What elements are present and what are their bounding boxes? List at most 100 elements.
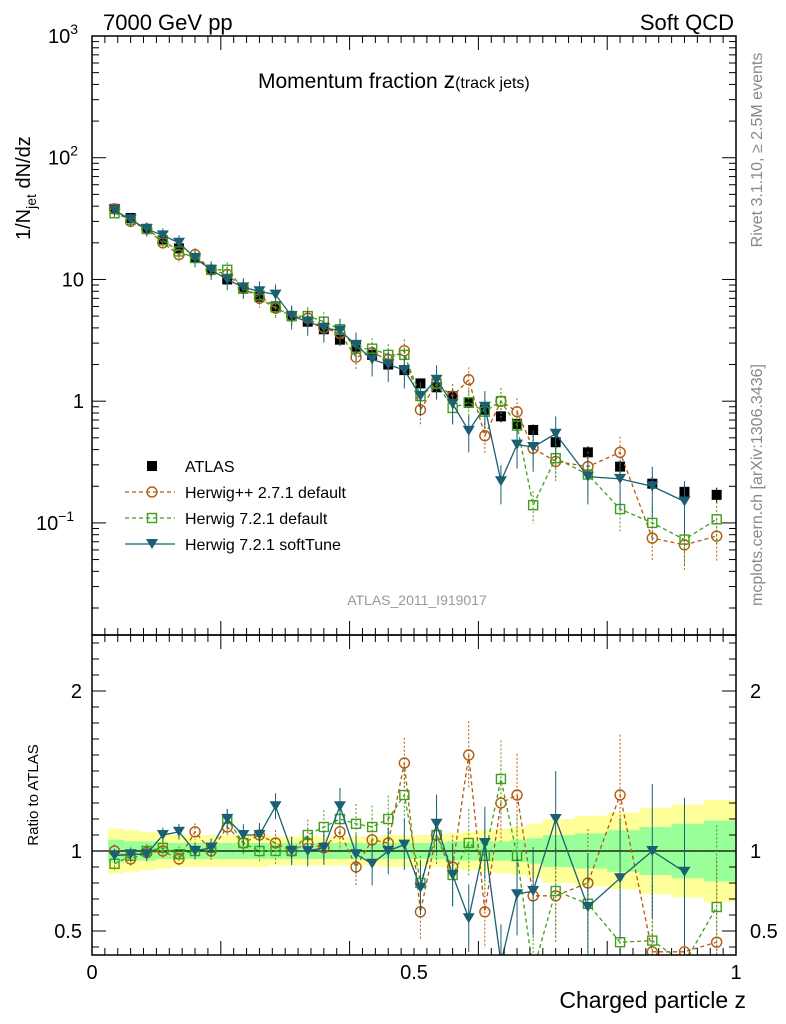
data-point [463,374,475,386]
data-point [646,481,659,492]
ratio-point [189,846,202,856]
ratio-point [529,967,538,976]
data-point [333,325,346,336]
ratio-point [614,789,626,801]
ratio-y-tick-label: 0.5 [54,921,82,943]
data-point [527,499,539,511]
legend-marker [147,461,157,471]
ratio-point [156,830,169,840]
legend: ATLAS Herwig++ 2.7.1 default Herwig 7.2.1 … [125,459,347,554]
ratio-axis-ticks: 2 21 10.5 0.50 0.5 1 [54,635,778,984]
data-point [124,214,137,225]
data-point [479,430,491,442]
data-point [237,282,250,293]
legend-marker [146,512,158,524]
data-point [463,397,474,408]
ratio-point [614,873,627,884]
ratio-point [430,818,443,829]
ratio-point [221,814,234,824]
data-point [205,264,218,275]
y-label-tail: dN/dz [13,136,35,194]
ratio-y-tick-label: 2 [71,681,82,703]
data-point [711,489,722,500]
analysis-watermark: ATLAS_2011_I919017 [347,592,487,608]
main-title-sub: (track jets) [455,75,530,92]
ratio-point [581,902,594,912]
ratio-point [647,935,658,946]
ratio-point [479,906,491,918]
ratio-point [399,789,410,801]
ratio-point [527,886,540,896]
ratio-point [446,870,459,880]
data-point [398,365,411,376]
ratio-point [124,849,137,860]
legend-label: Herwig 7.2.1 softTune [185,537,341,554]
ratio-point [189,826,201,838]
ratio-panel: 2 21 10.5 0.50 0.5 1 Ratio to ATLAS Charged p… [25,634,778,1013]
ratio-point [511,889,524,900]
data-point [462,425,475,436]
data-point [140,223,153,234]
ratio-point [205,842,218,853]
ratio-point [173,849,185,860]
ratio-point [333,801,346,812]
main-title-text: Momentum fraction [258,70,444,93]
ratio-point [285,846,298,856]
ratio-point [382,846,395,856]
ratio-point [511,789,523,801]
ratio-data-marks [92,721,736,976]
ratio-point [366,858,379,869]
data-point [495,395,507,407]
data-point [581,471,594,482]
ratio-point [462,913,475,924]
ratio-point [680,959,689,968]
x-tick-label: 1 [730,962,741,984]
ratio-point [646,846,659,856]
ratio-point [550,885,561,897]
ratio-line [114,778,718,955]
ratio-point [463,837,474,849]
ratio-point [317,842,330,853]
ratio-point [237,830,250,840]
data-point [494,476,507,487]
series-3 [108,204,691,535]
data-point [549,428,562,439]
ratio-y-axis-label: Ratio to ATLAS [25,744,42,845]
legend-entry: Herwig 7.2.1 softTune [125,537,341,554]
ratio-y-tick-label-right: 2 [750,681,761,703]
legend-marker [146,486,158,498]
data-point [647,517,658,529]
legend-label: Herwig++ 2.7.1 default [185,485,347,502]
mcplots-label: mcplots.cern.ch [arXiv:1306.3436] [749,364,766,606]
ratio-point [270,845,281,857]
data-point [382,359,395,370]
ratio-point [383,813,394,825]
main-y-axis-label: 1/Njet dN/dz [13,136,39,240]
x-tick-label: 0 [86,962,97,984]
y-label-main: 1/N [13,209,35,240]
ratio-point [366,821,378,833]
ratio-point [172,826,185,837]
ratio-point [495,773,507,785]
data-point [614,473,627,484]
data-point [527,442,540,453]
data-point [678,496,691,507]
main-title-z: z [444,67,456,93]
data-point [317,322,330,333]
ratio-point [463,749,475,761]
legend-label: ATLAS [185,459,235,476]
ratio-point [157,842,169,853]
data-point [285,311,298,322]
ratio-series-2 [108,771,691,955]
ratio-point [398,757,411,769]
data-point [366,354,379,365]
y-tick-label: 10 [62,269,84,291]
rivet-version-label: Rivet 3.1.10, ≥ 2.5M events [749,53,766,248]
data-point [679,534,690,545]
ratio-point [108,850,121,861]
ratio-point [414,882,427,893]
data-point [156,230,169,241]
legend-label: Herwig 7.2.1 default [185,511,328,528]
